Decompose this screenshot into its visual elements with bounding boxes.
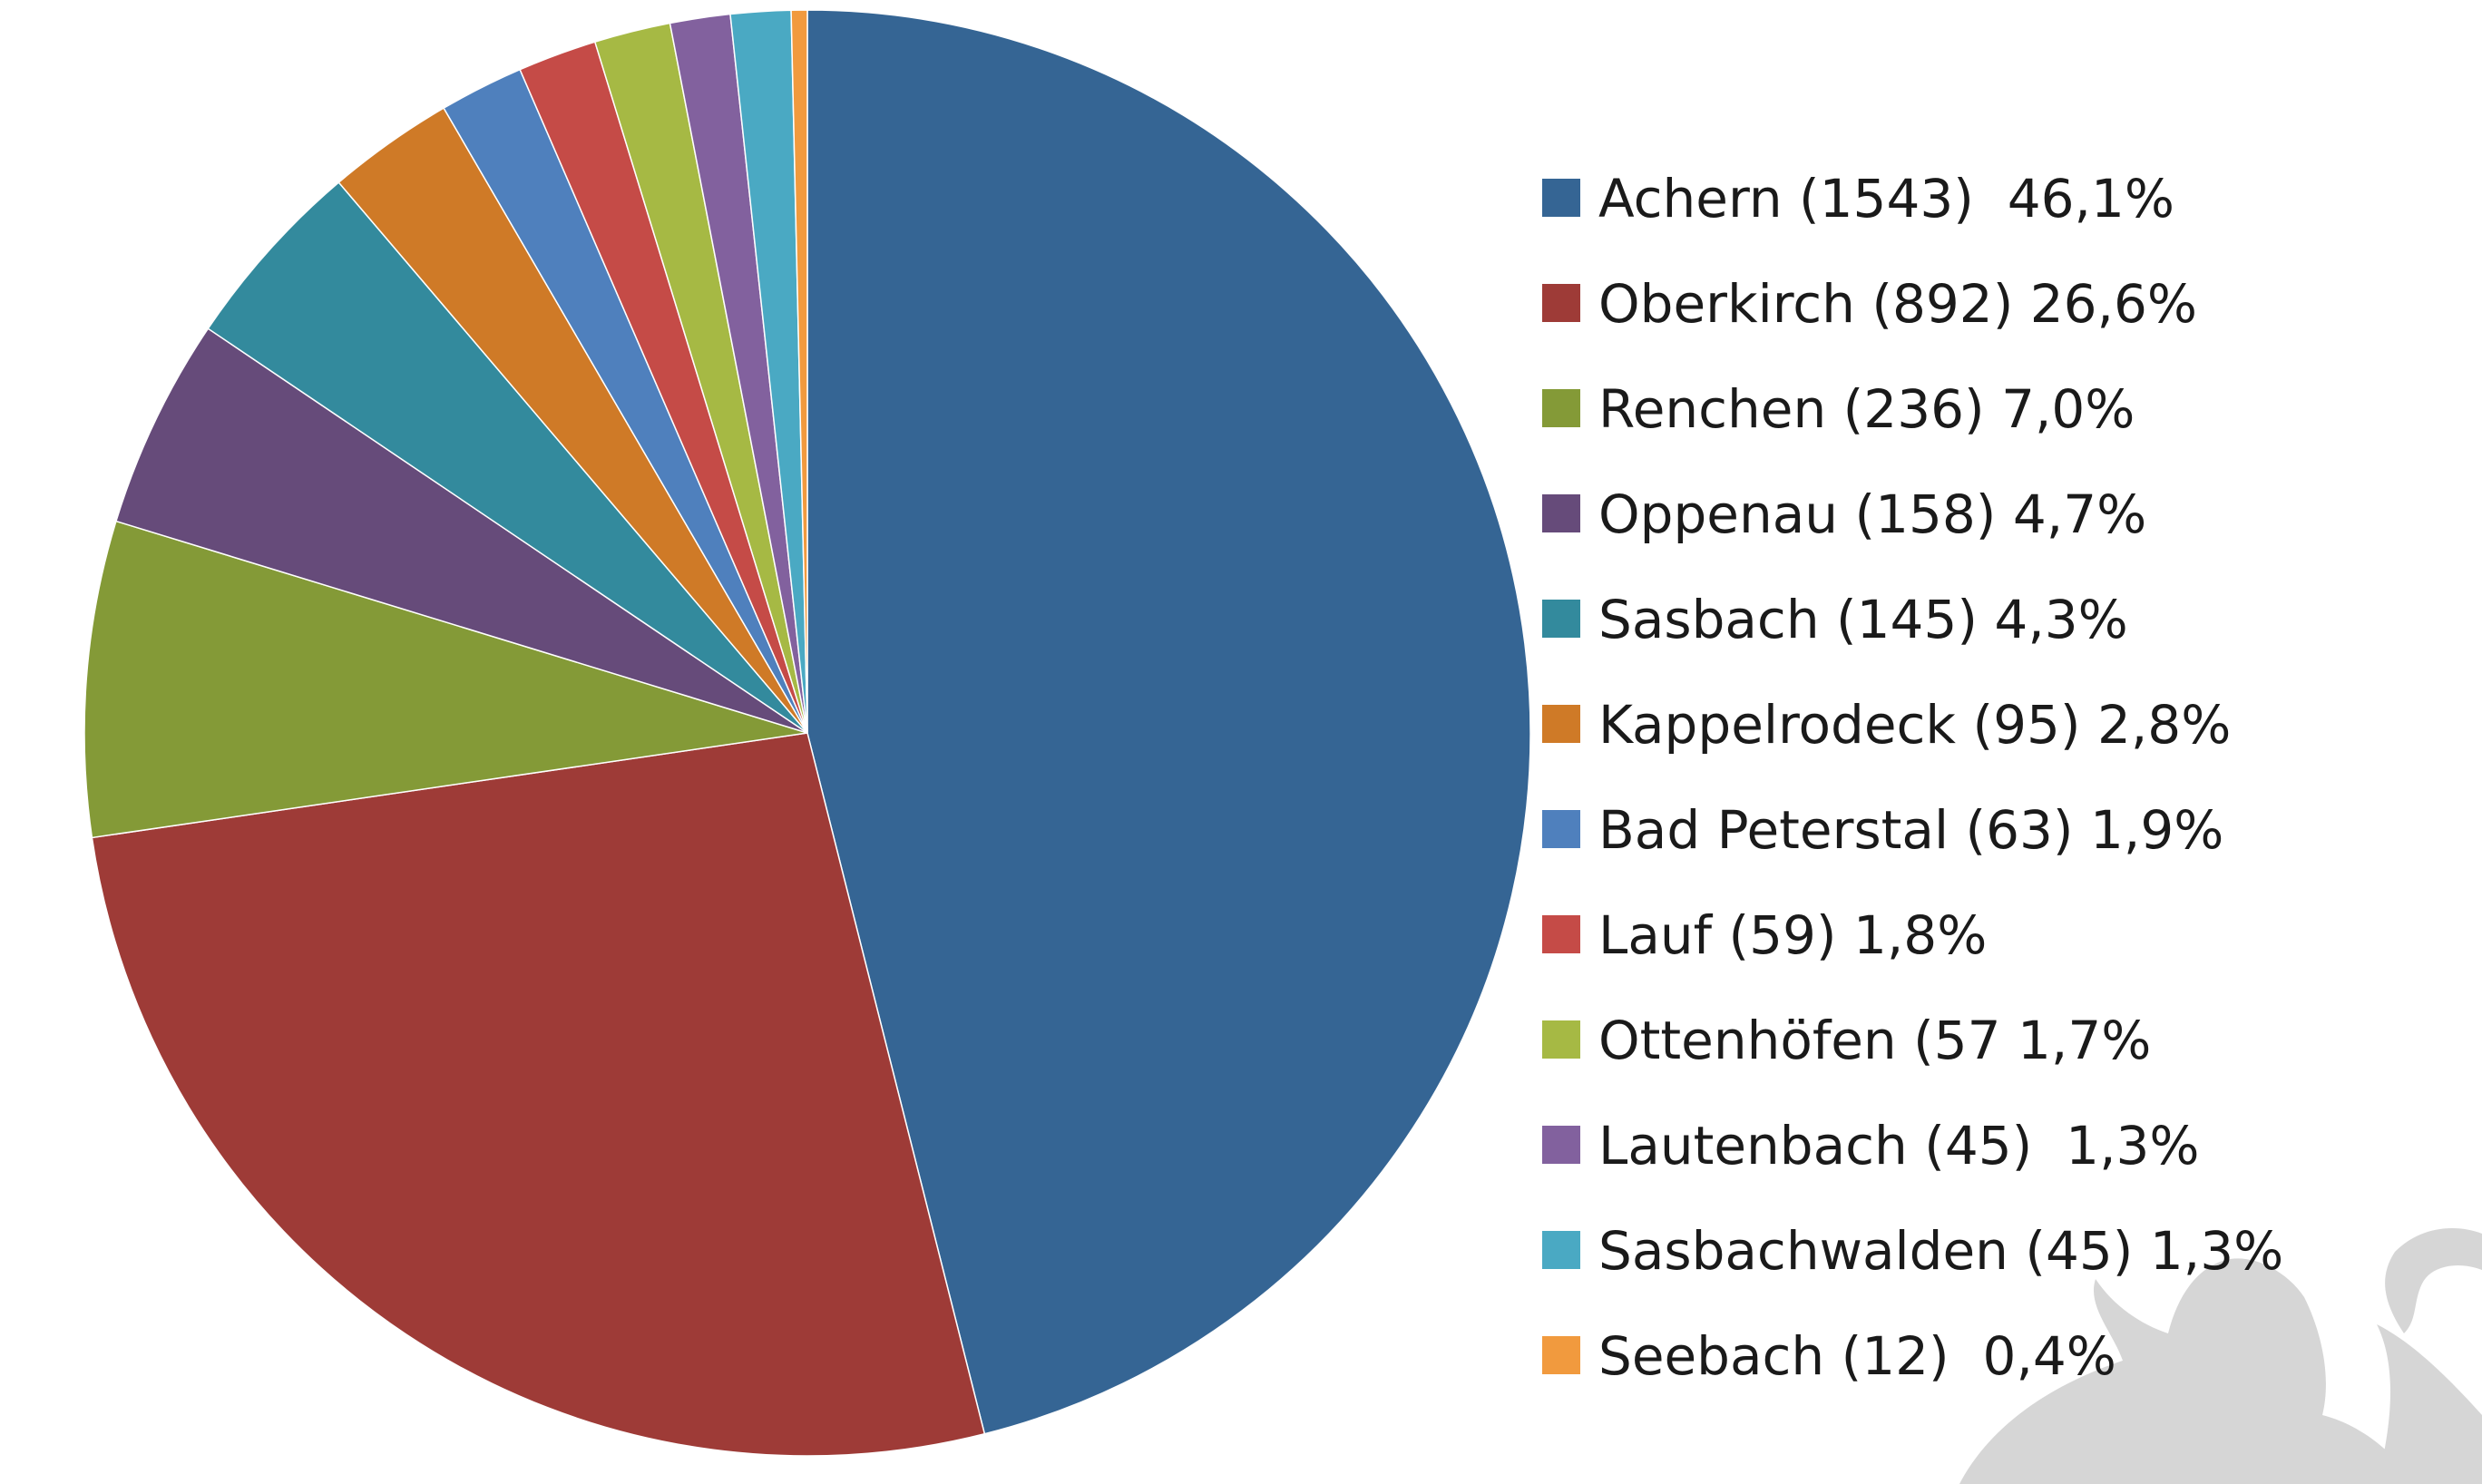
legend-swatch <box>1542 179 1580 217</box>
lion-watermark-part <box>2385 1228 2482 1333</box>
legend-label: Renchen (236) 7,0% <box>1598 378 2135 440</box>
legend-swatch <box>1542 1126 1580 1164</box>
pie-slice-oppenau <box>115 327 808 734</box>
lion-watermark-part <box>1959 1258 2413 1484</box>
legend-swatch <box>1542 284 1580 322</box>
legend-label: Bad Peterstal (63) 1,9% <box>1598 799 2223 861</box>
legend-swatch <box>1542 915 1580 953</box>
pie-slice-oberkirch <box>91 732 986 1457</box>
pie-slice-achern <box>806 9 1531 1435</box>
pie-slice-seebach <box>790 9 808 734</box>
legend-label: Sasbachwalden (45) 1,3% <box>1598 1220 2283 1282</box>
legend: Achern (1543) 46,1% Oberkirch (892) 26,6%… <box>1542 168 2283 1387</box>
legend-swatch <box>1542 810 1580 848</box>
lion-watermark-part <box>2377 1324 2482 1484</box>
legend-swatch <box>1542 1336 1580 1374</box>
legend-swatch <box>1542 600 1580 638</box>
legend-label: Sasbach (145) 4,3% <box>1598 589 2128 650</box>
legend-label: Achern (1543) 46,1% <box>1598 168 2174 229</box>
legend-label: Lautenbach (45) 1,3% <box>1598 1115 2200 1176</box>
legend-label: Oppenau (158) 4,7% <box>1598 483 2146 545</box>
pie-slices <box>83 9 1531 1457</box>
lion-watermark-icon <box>1959 1228 2482 1484</box>
legend-swatch <box>1542 389 1580 427</box>
legend-label: Kappelrodeck (95) 2,8% <box>1598 694 2231 756</box>
legend-label: Oberkirch (892) 26,6% <box>1598 273 2197 335</box>
legend-label: Ottenhöfen (57 1,7% <box>1598 1010 2151 1071</box>
legend-swatch <box>1542 705 1580 743</box>
legend-swatch <box>1542 1231 1580 1269</box>
legend-label: Seebach (12) 0,4% <box>1598 1325 2116 1387</box>
pie-slice-renchen <box>83 520 808 839</box>
legend-swatch <box>1542 494 1580 532</box>
pie-slice-sasbach <box>207 181 808 734</box>
legend-swatch <box>1542 1020 1580 1059</box>
legend-label: Lauf (59) 1,8% <box>1598 904 1987 966</box>
